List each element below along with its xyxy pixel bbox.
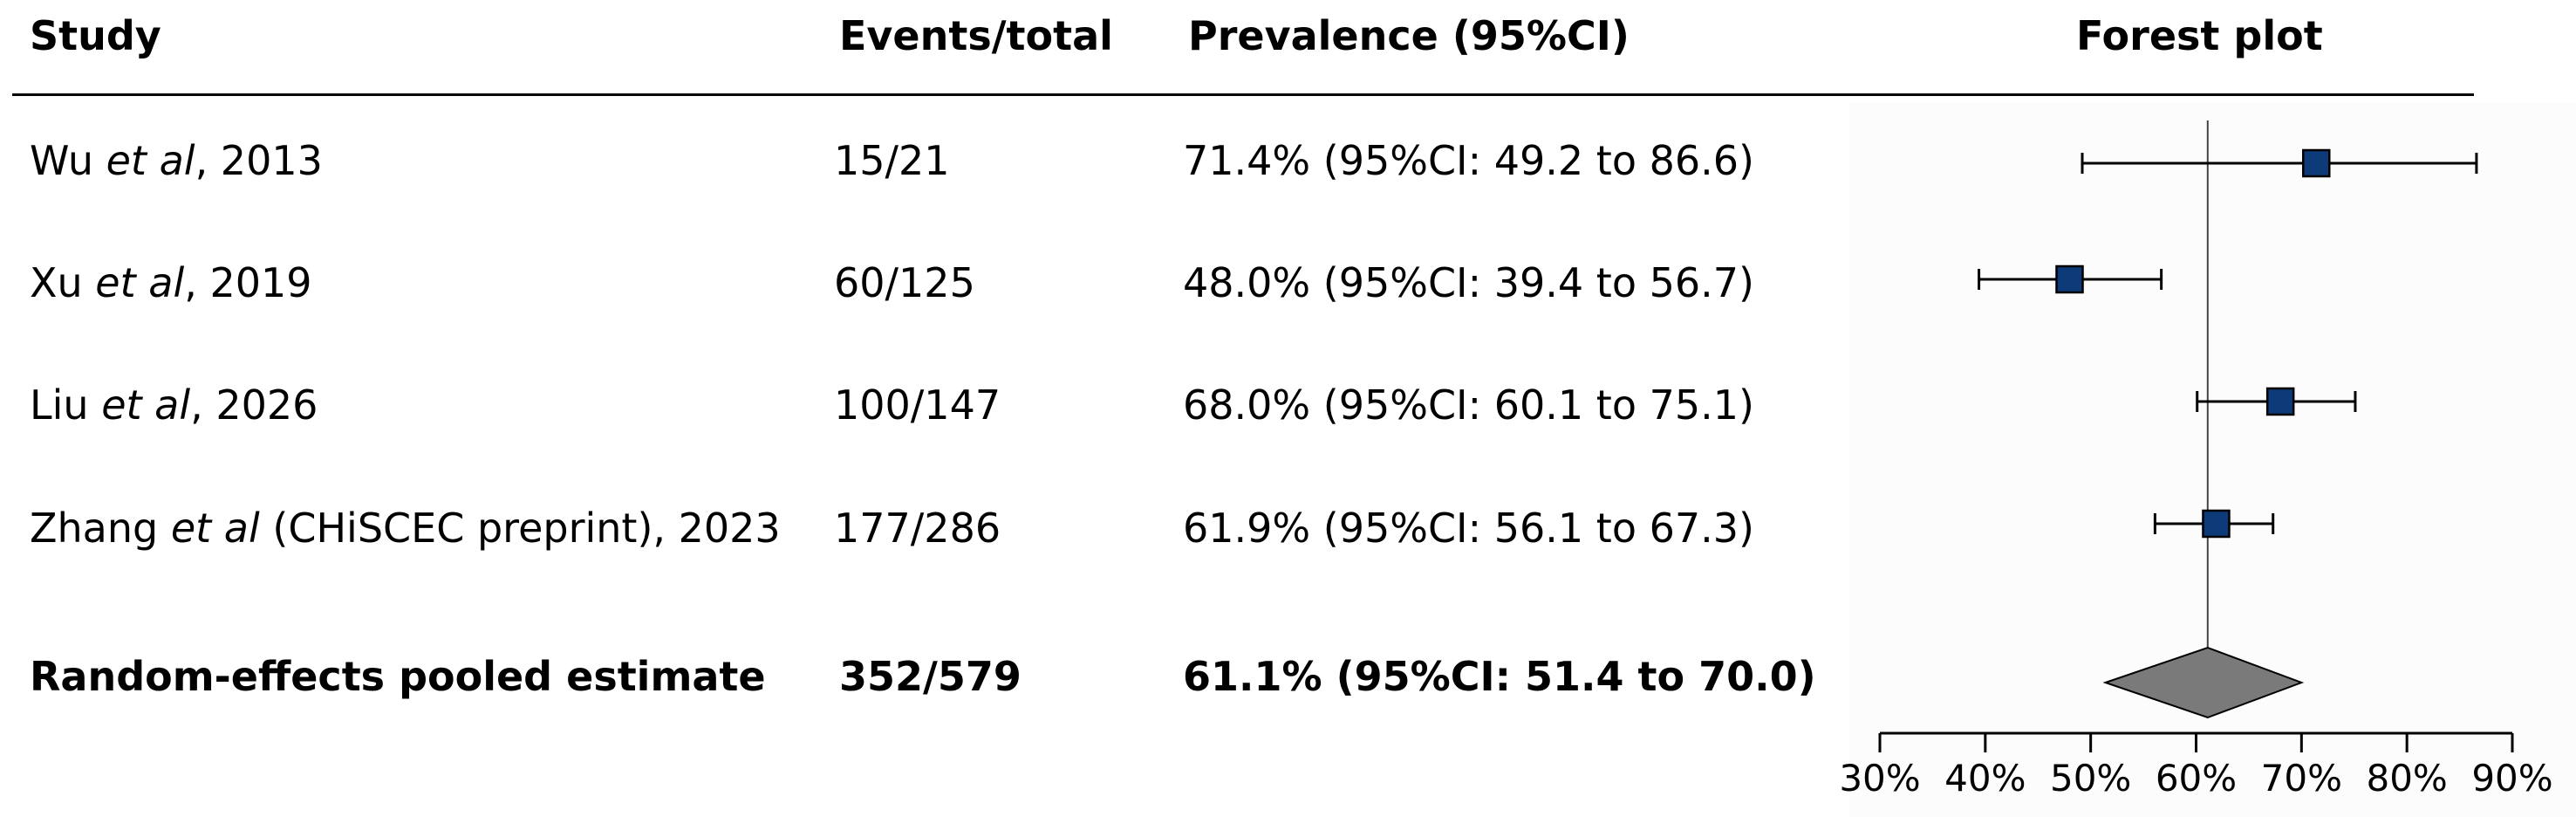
x-tick-label: 30%: [1839, 757, 1920, 800]
study-prevalence: 48.0% (95%CI: 39.4 to 56.7): [1183, 259, 1754, 306]
point-estimate-marker: [2202, 509, 2231, 539]
pooled-diamond: [2102, 646, 2305, 719]
header-study: Study: [30, 12, 161, 59]
study-name: Liu et al, 2026: [30, 381, 318, 429]
x-tick-label: 70%: [2261, 757, 2342, 800]
x-tick-label: 90%: [2471, 757, 2552, 800]
study-events: 60/125: [834, 259, 975, 306]
study-name: Wu et al, 2013: [30, 137, 323, 184]
header-prevalence: Prevalence (95%CI): [1188, 12, 1630, 59]
x-tick-label: 40%: [1944, 757, 2026, 800]
study-events: 100/147: [834, 381, 1001, 429]
study-events: 177/286: [834, 505, 1001, 552]
study-name: Xu et al, 2019: [30, 259, 312, 306]
study-events: 15/21: [834, 137, 950, 184]
pooled-label: Random-effects pooled estimate: [30, 653, 766, 700]
pooled-prevalence: 61.1% (95%CI: 51.4 to 70.0): [1183, 653, 1816, 700]
pooled-events: 352/579: [839, 653, 1022, 700]
x-tick-label: 60%: [2156, 757, 2237, 800]
point-estimate-marker: [2055, 264, 2084, 294]
header-forest-plot: Forest plot: [2076, 12, 2323, 59]
study-prevalence: 71.4% (95%CI: 49.2 to 86.6): [1183, 137, 1754, 184]
header-events: Events/total: [839, 12, 1113, 59]
header-rule: [12, 93, 2474, 96]
study-name: Zhang et al (CHiSCEC preprint), 2023: [30, 505, 781, 552]
point-estimate-marker: [2265, 387, 2295, 416]
x-tick-label: 80%: [2366, 757, 2447, 800]
x-tick-label: 50%: [2050, 757, 2131, 800]
study-prevalence: 68.0% (95%CI: 60.1 to 75.1): [1183, 381, 1754, 429]
study-prevalence: 61.9% (95%CI: 56.1 to 67.3): [1183, 505, 1754, 552]
point-estimate-marker: [2302, 148, 2331, 178]
